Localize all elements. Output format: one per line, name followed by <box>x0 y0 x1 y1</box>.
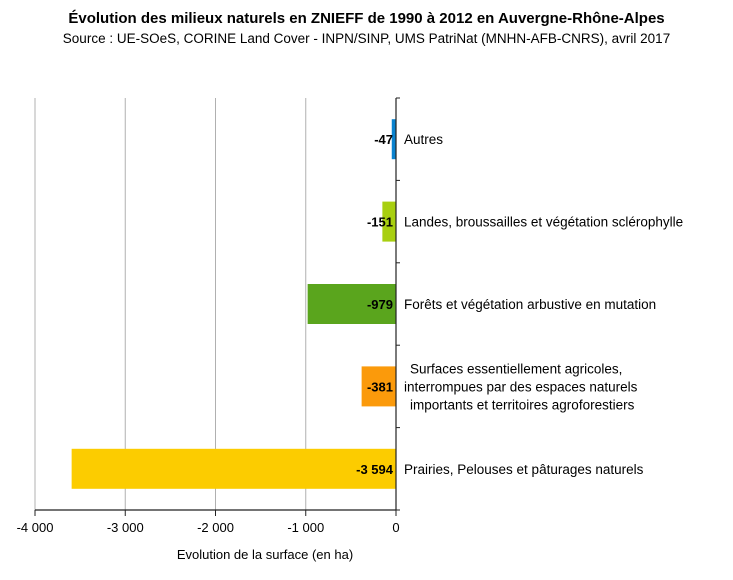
bar <box>71 448 396 489</box>
x-tick-label: -3 000 <box>107 520 144 535</box>
bar-value-label: -47 <box>374 132 393 147</box>
bar-value-label: -381 <box>367 379 393 394</box>
category-label: Landes, broussailles et végétation sclér… <box>404 215 683 230</box>
bar <box>382 201 396 242</box>
bar-value-label: -151 <box>367 215 393 230</box>
category-label: Forêts et végétation arbustive en mutati… <box>404 297 656 312</box>
bar <box>307 284 396 324</box>
bars <box>71 119 396 489</box>
x-tick-label: -4 000 <box>17 520 54 535</box>
category-label: Prairies, Pelouses et pâturages naturels <box>404 462 644 477</box>
x-axis-label: Evolution de la surface (en ha) <box>176 547 354 562</box>
category-label: interrompues par des espaces naturels <box>404 379 638 394</box>
bar <box>391 119 396 160</box>
chart-subtitle: Source : UE-SOeS, CORINE Land Cover - IN… <box>62 31 671 46</box>
labels: -47 Autres -151 Landes, broussailles et vég… <box>356 132 683 477</box>
category-label: importants et territoires agroforestiers <box>410 397 635 412</box>
bar-value-label: -979 <box>367 297 393 312</box>
x-tick-label: -2 000 <box>197 520 234 535</box>
category-label: Autres <box>404 132 443 147</box>
chart-title: Évolution des milieux naturels en ZNIEFF… <box>68 10 665 27</box>
category-label: Surfaces essentiellement agricoles, <box>410 361 622 376</box>
bar <box>361 366 396 407</box>
x-axis: -4 000 -3 000 -2 000 -1 000 0 <box>17 97 400 535</box>
x-tick-label: 0 <box>392 520 399 535</box>
bar-value-label: -3 594 <box>356 462 394 477</box>
x-tick-label: -1 000 <box>287 520 324 535</box>
